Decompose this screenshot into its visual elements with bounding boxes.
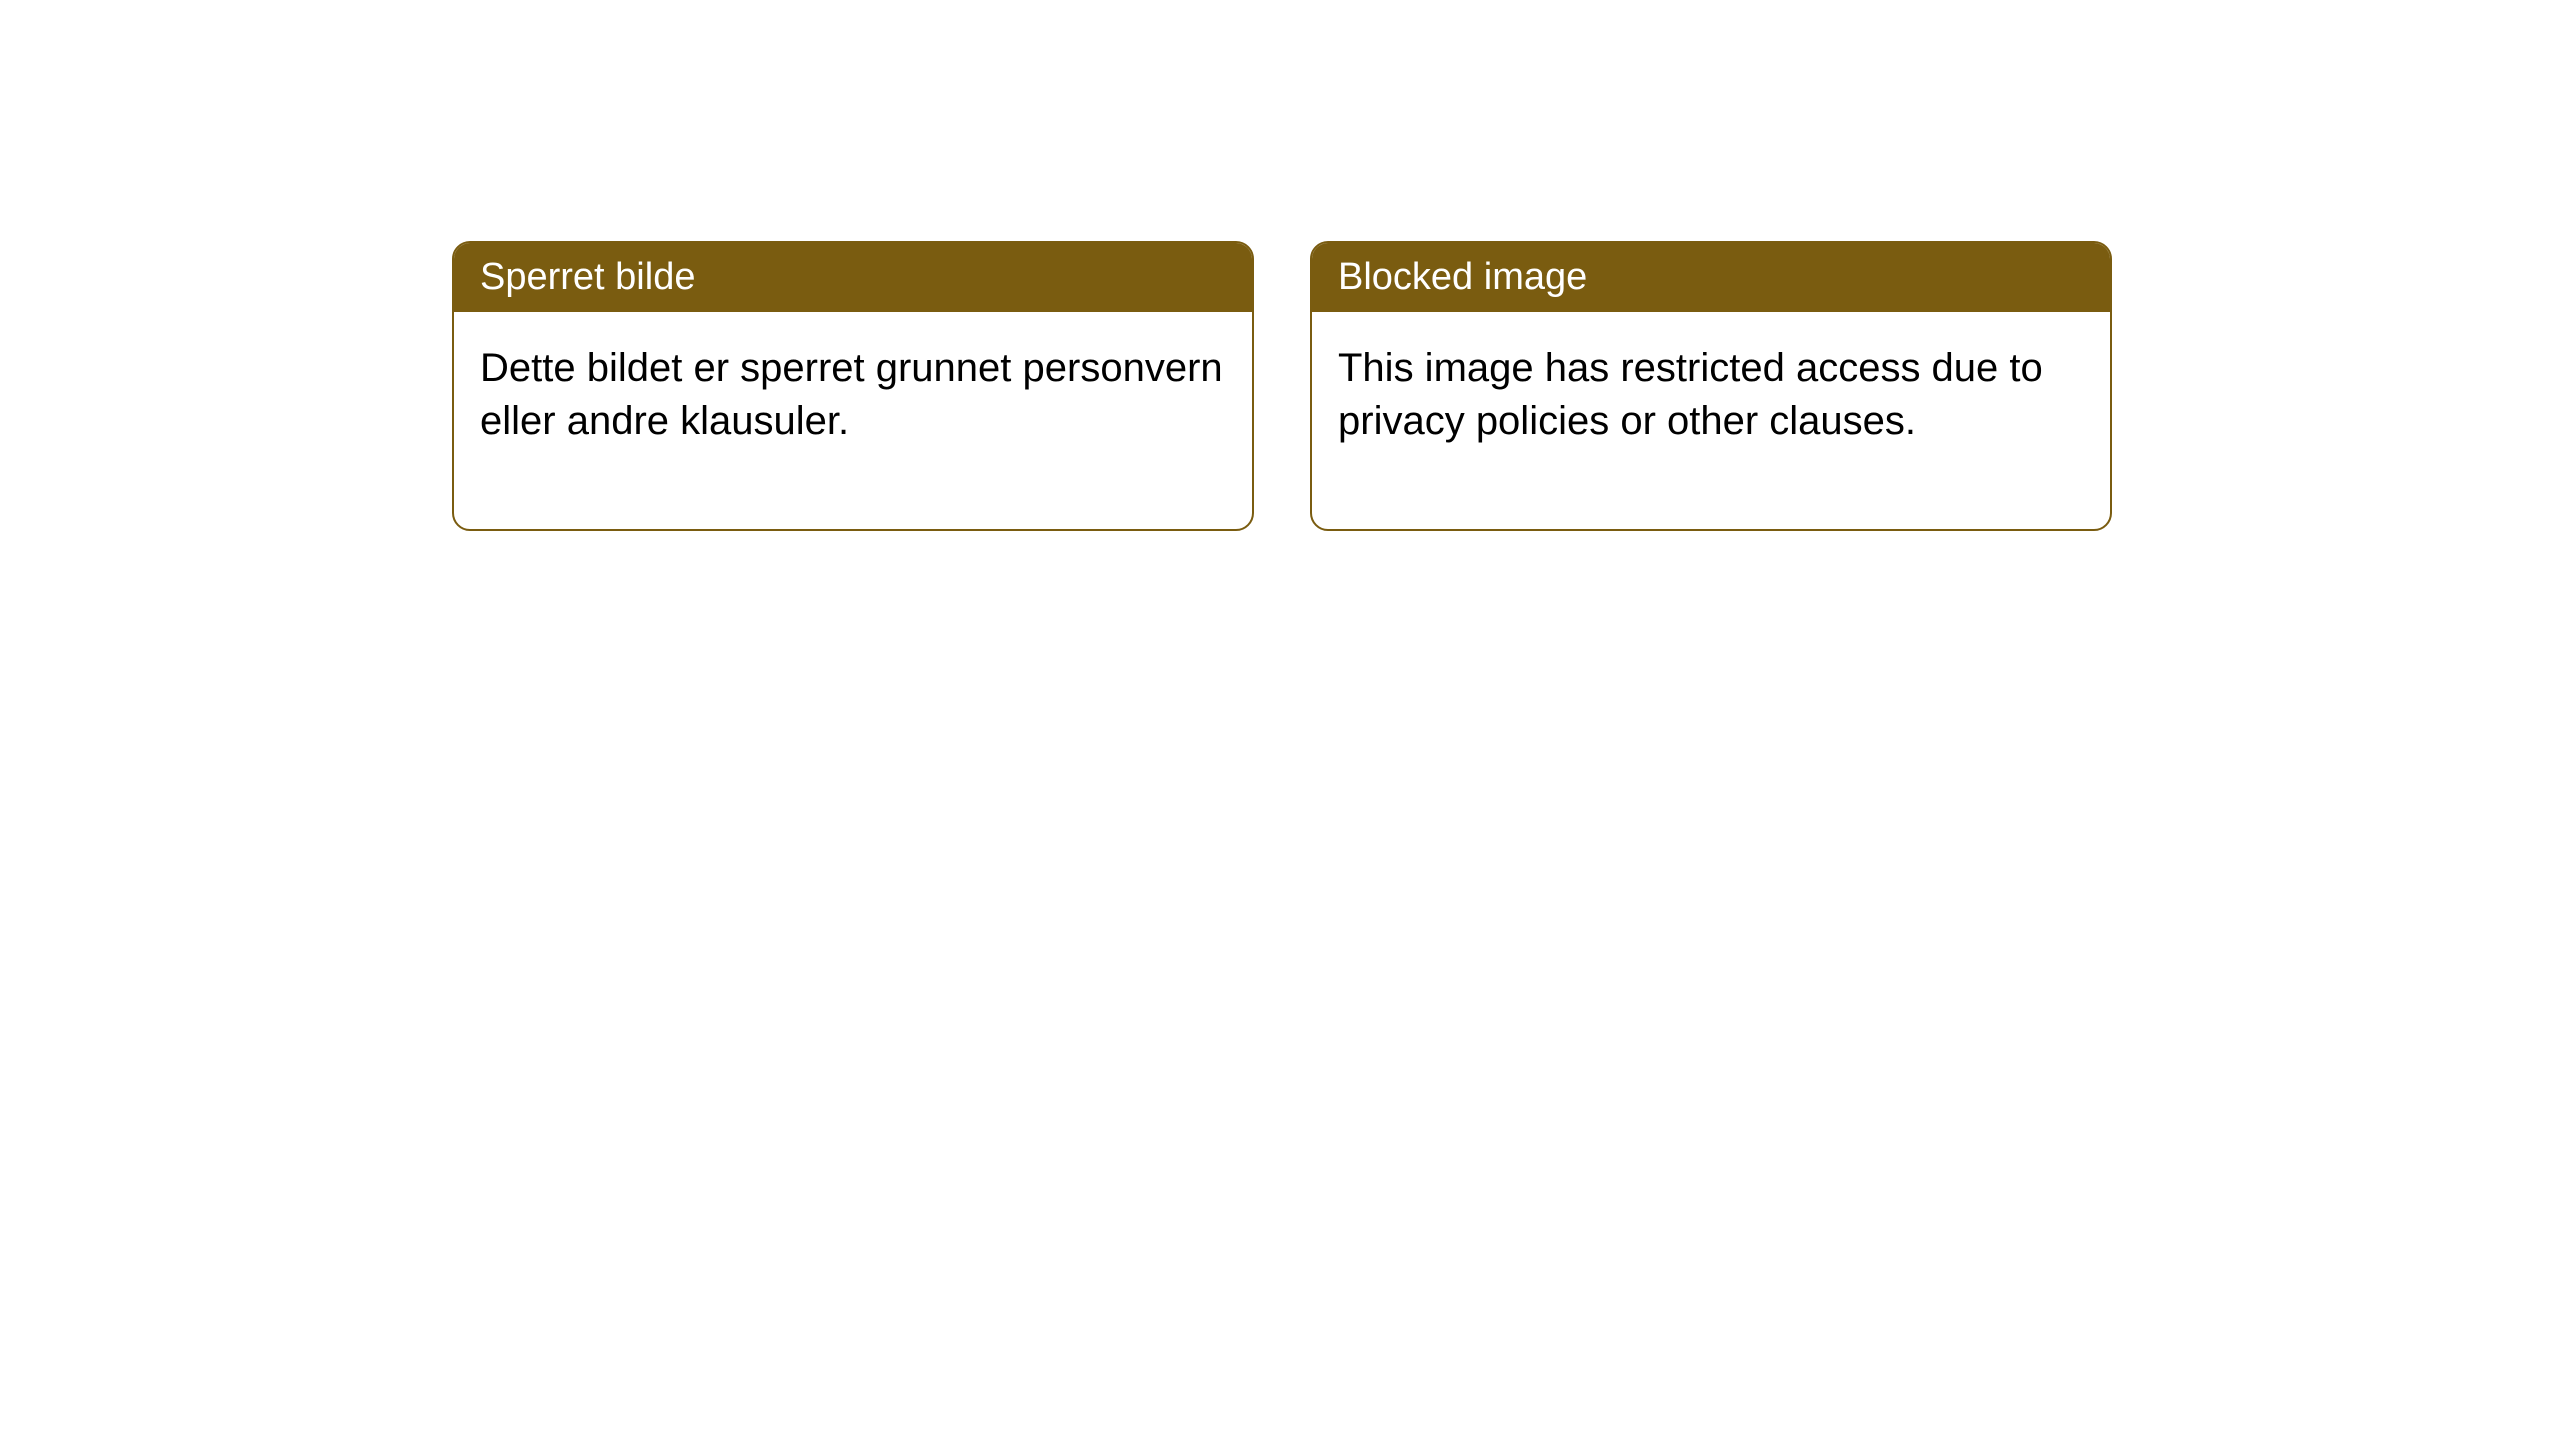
card-header: Sperret bilde [454, 243, 1252, 312]
card-container: Sperret bilde Dette bildet er sperret gr… [0, 0, 2560, 531]
blocked-image-card-no: Sperret bilde Dette bildet er sperret gr… [452, 241, 1254, 531]
card-body: This image has restricted access due to … [1312, 312, 2110, 528]
card-header: Blocked image [1312, 243, 2110, 312]
card-body: Dette bildet er sperret grunnet personve… [454, 312, 1252, 528]
blocked-image-card-en: Blocked image This image has restricted … [1310, 241, 2112, 531]
